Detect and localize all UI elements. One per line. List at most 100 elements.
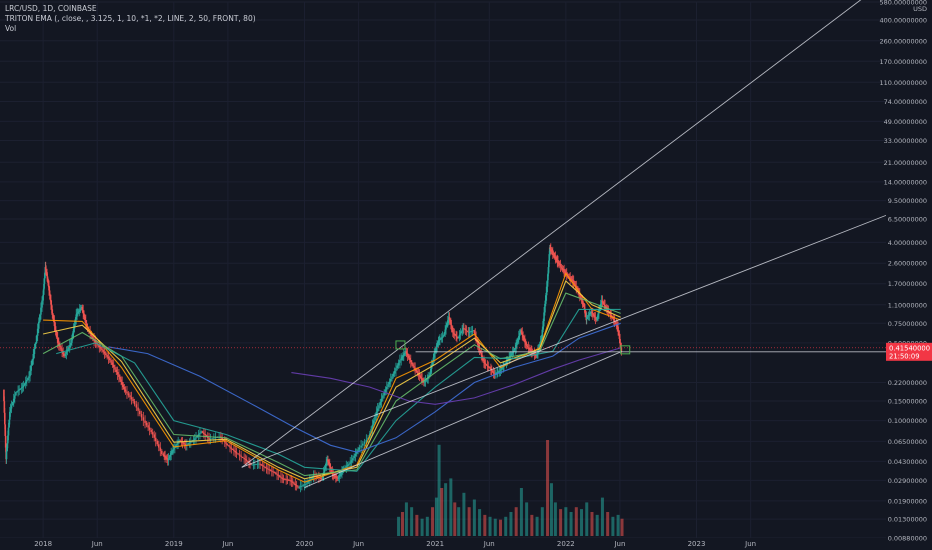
candle-body <box>519 330 522 334</box>
candle-body <box>619 338 621 344</box>
candle-body <box>302 485 304 486</box>
candle-body <box>542 321 544 330</box>
candle-body <box>431 361 434 365</box>
candle-body <box>572 280 574 281</box>
candle-body <box>530 350 532 352</box>
volume-bar <box>525 502 529 536</box>
volume-bar <box>437 444 441 536</box>
volume-bar <box>449 478 453 536</box>
candle-body <box>590 311 592 314</box>
candle-body <box>281 477 284 479</box>
candle-body <box>21 387 24 388</box>
candle-body <box>516 342 518 345</box>
y-tick-label-10: 9.50000000 <box>888 197 927 205</box>
candle-body <box>461 329 463 332</box>
candle-body <box>432 357 435 362</box>
y-tick-label-26: 0.00880000 <box>888 535 927 543</box>
candle-body <box>544 303 546 313</box>
candle-body <box>550 248 552 250</box>
candle-body <box>5 451 8 460</box>
candle-body <box>514 347 517 350</box>
candle-body <box>472 330 475 331</box>
candle-body <box>402 354 405 356</box>
x-tick-label-7: Jun <box>483 540 495 548</box>
candle-body <box>477 342 479 345</box>
candle-body <box>522 335 524 338</box>
candle-body <box>294 483 297 486</box>
candle-body <box>435 347 438 350</box>
candle-body <box>517 339 519 343</box>
candle-body <box>328 461 330 465</box>
candle-body <box>497 372 499 373</box>
candle-body <box>541 329 544 339</box>
indicator-label[interactable]: TRITON EMA (, close, , 3.125, 1, 10, *1,… <box>5 14 256 23</box>
candle-body <box>118 374 120 377</box>
candle-body <box>362 443 364 446</box>
symbol-label[interactable]: LRC/USD, 1D, COINBASE <box>5 4 97 13</box>
x-tick-label-4: 2020 <box>296 540 314 548</box>
candle-body <box>199 432 201 435</box>
candle-body <box>392 373 395 377</box>
volume-bar <box>595 514 599 536</box>
candle-body <box>510 354 512 357</box>
candle-body <box>518 333 521 337</box>
candle-body <box>548 247 551 255</box>
x-tick-label-9: Jun <box>613 540 625 548</box>
candle-body <box>551 252 554 254</box>
candle-body <box>573 282 576 285</box>
candle-body <box>285 479 287 481</box>
candle-body <box>570 278 572 280</box>
candle-body <box>147 425 149 428</box>
candle-body <box>440 338 442 340</box>
current-price-value: 0.41540000 <box>889 344 930 352</box>
candle-body <box>36 328 39 336</box>
candle-body <box>278 475 281 477</box>
candle-body <box>265 467 268 469</box>
candle-body <box>500 368 503 370</box>
candle-body <box>84 316 86 321</box>
candle-body <box>430 368 432 373</box>
candle-body <box>572 280 575 283</box>
candle-body <box>171 451 173 454</box>
candle-body <box>433 353 436 358</box>
candle-body <box>480 352 483 356</box>
volume-label[interactable]: Vol <box>5 24 17 33</box>
candle-body <box>3 389 5 402</box>
volume-bar <box>514 507 518 536</box>
candle-body <box>284 479 286 480</box>
candle-body <box>471 330 474 332</box>
candle-body <box>438 340 440 341</box>
candle-body <box>175 445 177 447</box>
candle-body <box>124 389 127 392</box>
candle-body <box>3 401 6 413</box>
candle-body <box>459 333 462 335</box>
candle-body <box>64 353 67 357</box>
candle-body <box>558 263 561 266</box>
volume-bar <box>559 509 563 536</box>
x-tick-label-11: Jun <box>744 540 756 548</box>
candle-body <box>42 289 45 295</box>
ema-line-1 <box>42 280 621 480</box>
candle-body <box>587 315 590 317</box>
volume-bar <box>410 507 414 536</box>
candle-body <box>376 408 379 412</box>
candle-body <box>121 382 123 385</box>
y-tick-label-11: 6.50000000 <box>888 215 927 223</box>
candle-body <box>148 427 151 430</box>
candle-body <box>457 337 459 339</box>
candle-body <box>521 332 524 336</box>
candle-body <box>91 336 94 339</box>
candle-body <box>452 332 455 334</box>
candle-body <box>416 371 419 373</box>
candle-body <box>467 331 470 333</box>
candle-body <box>273 472 276 473</box>
candle-body <box>214 437 217 439</box>
candle-body <box>513 349 516 351</box>
candle-body <box>579 295 582 299</box>
candle-body <box>80 307 83 309</box>
candle-body <box>328 464 331 467</box>
candle-body <box>98 345 101 348</box>
candle-body <box>354 453 357 456</box>
